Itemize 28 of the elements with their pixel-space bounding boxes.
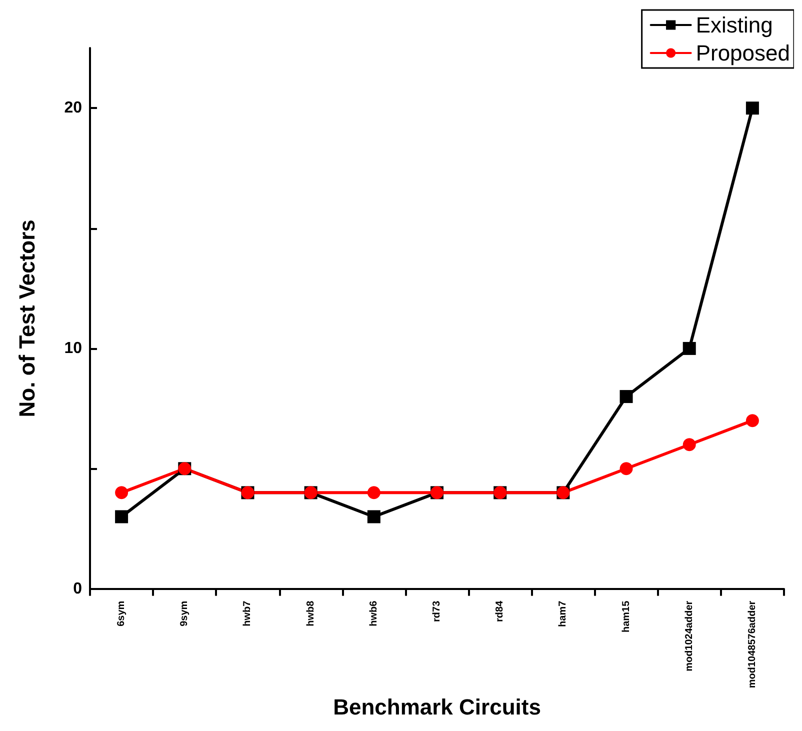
x-tick-label: hwb6 xyxy=(368,600,380,626)
x-tick-label: 9sym xyxy=(179,600,190,626)
x-tick-label: rd73 xyxy=(432,600,442,622)
y-tick-label: 0 xyxy=(73,580,82,598)
x-tick-label: hwb8 xyxy=(305,600,316,626)
x-tick-label: ham7 xyxy=(558,600,569,627)
legend-label: Proposed xyxy=(696,40,790,66)
x-tick-label: 6sym xyxy=(116,600,128,626)
point xyxy=(746,102,759,115)
x-tick-label: mod1048576adder xyxy=(746,600,758,688)
point xyxy=(367,486,380,500)
x-tick-label: mod1024adder xyxy=(684,600,695,672)
point xyxy=(115,486,128,500)
y-axis-title: No. of Test Vectors xyxy=(14,220,40,418)
point xyxy=(367,510,380,524)
y-tick-label: 20 xyxy=(64,100,82,117)
x-tick-label: rd84 xyxy=(494,600,506,622)
point xyxy=(620,390,633,404)
x-axis-title: Benchmark Circuits xyxy=(333,694,541,720)
x-tick-label: ham15 xyxy=(620,600,632,633)
point xyxy=(746,414,759,428)
point xyxy=(115,510,128,524)
x-tick-label: hwb7 xyxy=(242,600,254,626)
point xyxy=(682,438,696,452)
legend-label: Existing xyxy=(696,12,773,38)
point xyxy=(682,342,696,355)
y-tick-label: 10 xyxy=(64,340,82,357)
point xyxy=(620,462,633,476)
